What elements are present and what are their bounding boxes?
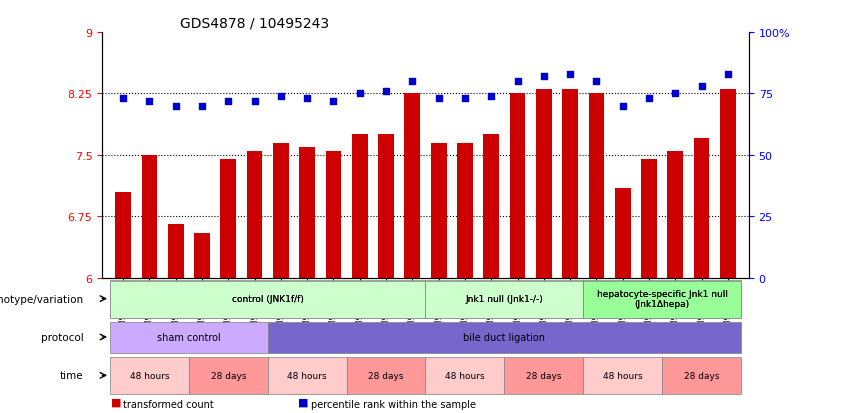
Bar [247,152,262,278]
Text: control (JNK1f/f): control (JNK1f/f) [231,294,304,304]
Text: hepatocyte-specific Jnk1 null
(Jnk1Δhepa): hepatocyte-specific Jnk1 null (Jnk1Δhepa… [597,289,728,309]
Bar [720,90,736,278]
Point [484,93,498,100]
Point [274,93,288,100]
Text: Jnk1 null (Jnk1-/-): Jnk1 null (Jnk1-/-) [465,294,543,304]
Text: bile duct ligation: bile duct ligation [464,332,545,342]
FancyBboxPatch shape [268,357,346,394]
FancyBboxPatch shape [426,281,583,318]
Point [563,71,577,78]
Text: GDS4878 / 10495243: GDS4878 / 10495243 [180,17,328,31]
Bar [641,159,657,278]
Text: percentile rank within the sample: percentile rank within the sample [311,399,476,409]
FancyBboxPatch shape [583,281,741,318]
Bar [667,152,683,278]
FancyBboxPatch shape [110,281,426,318]
Point [643,96,656,102]
Point [300,96,314,102]
FancyBboxPatch shape [110,357,189,394]
Point [668,91,682,97]
Point [458,96,471,102]
Text: 28 days: 28 days [210,371,246,380]
Bar [589,94,604,278]
Point [721,71,734,78]
Text: control (JNK1f/f): control (JNK1f/f) [231,294,304,304]
Point [169,103,183,110]
Text: ■: ■ [298,397,308,407]
Text: 28 days: 28 days [368,371,404,380]
Bar [168,225,184,278]
FancyBboxPatch shape [189,357,268,394]
Bar [326,152,341,278]
Text: genotype/variation: genotype/variation [0,294,83,304]
Bar [351,135,368,278]
FancyBboxPatch shape [426,280,583,318]
Text: Jnk1 null (Jnk1-/-): Jnk1 null (Jnk1-/-) [465,294,543,304]
Bar [115,192,131,278]
Point [380,88,393,95]
Text: 48 hours: 48 hours [603,371,643,380]
Bar [510,94,525,278]
Point [195,103,208,110]
Text: 28 days: 28 days [684,371,719,380]
FancyBboxPatch shape [110,323,268,353]
Text: 48 hours: 48 hours [445,371,485,380]
FancyBboxPatch shape [662,357,741,394]
Bar [220,159,237,278]
Point [143,98,157,105]
Text: transformed count: transformed count [123,399,214,409]
Bar [300,147,315,278]
Point [537,74,551,81]
Bar [273,143,288,278]
Point [694,83,708,90]
FancyBboxPatch shape [346,357,426,394]
Point [327,98,340,105]
FancyBboxPatch shape [583,357,662,394]
Text: sham control: sham control [157,332,220,342]
FancyBboxPatch shape [268,323,741,353]
Point [248,98,261,105]
Point [353,91,367,97]
Point [406,79,420,85]
Bar [483,135,500,278]
Point [511,79,524,85]
Point [431,96,445,102]
Bar [457,143,473,278]
FancyBboxPatch shape [583,280,741,318]
Text: 48 hours: 48 hours [288,371,327,380]
Text: 28 days: 28 days [526,371,562,380]
Point [117,96,130,102]
Text: protocol: protocol [41,332,83,342]
Bar [431,143,447,278]
Text: ■: ■ [111,397,121,407]
FancyBboxPatch shape [505,357,583,394]
Bar [404,94,420,278]
Point [590,79,603,85]
Bar [378,135,394,278]
Text: time: time [60,370,83,380]
Point [616,103,630,110]
Bar [563,90,578,278]
Point [221,98,235,105]
Bar [536,90,551,278]
FancyBboxPatch shape [110,280,426,318]
Bar [614,188,631,278]
Bar [694,139,710,278]
FancyBboxPatch shape [426,357,505,394]
Text: hepatocyte-specific Jnk1 null
(Jnk1Δhepa): hepatocyte-specific Jnk1 null (Jnk1Δhepa… [597,289,728,309]
Bar [194,233,210,278]
Bar [141,155,157,278]
Text: 48 hours: 48 hours [129,371,169,380]
